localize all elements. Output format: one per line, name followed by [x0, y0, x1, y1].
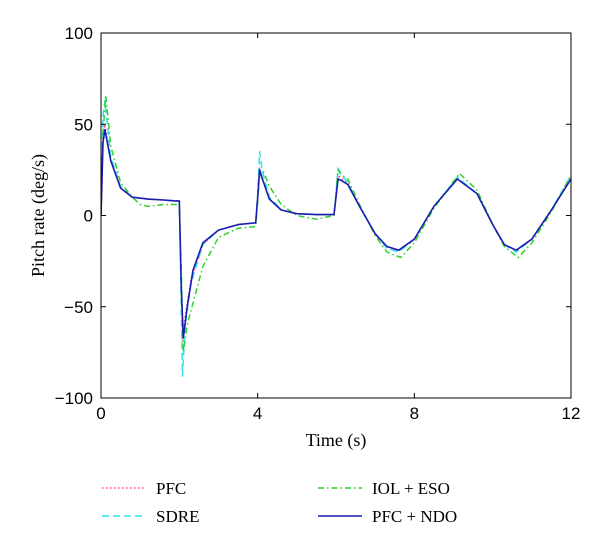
- x-tick-label: 8: [410, 404, 419, 423]
- series-line-pfc: [101, 123, 571, 343]
- plot-frame: [100, 32, 572, 399]
- y-tick-label: −100: [55, 389, 93, 408]
- x-tick-label: 0: [96, 404, 105, 423]
- x-tick-label: 12: [562, 404, 581, 423]
- legend-label-pfc-ndo: PFC + NDO: [372, 507, 457, 526]
- y-tick-label: 0: [84, 207, 93, 226]
- series-line-pfc-ndo: [101, 128, 571, 339]
- legend-label-iol-eso: IOL + ESO: [372, 479, 450, 498]
- legend-label-sdre: SDRE: [156, 507, 199, 526]
- y-tick-label: 100: [65, 24, 93, 43]
- series-layer: [101, 94, 571, 377]
- y-axis-label: Pitch rate (deg/s): [28, 154, 49, 277]
- legend-label-pfc: PFC: [156, 479, 186, 498]
- axes-layer: 0 4 8 12 −100 −50 0 50 100 Time (s) Pitch rate (de…: [28, 24, 580, 451]
- y-tick-label: −50: [64, 298, 93, 317]
- series-line-iol-eso: [101, 94, 571, 354]
- x-tick-label: 4: [253, 404, 262, 423]
- legend: PFC SDRE IOL + ESO PFC + NDO: [102, 479, 457, 526]
- y-tick-label: 50: [74, 115, 93, 134]
- x-axis-label: Time (s): [306, 430, 367, 451]
